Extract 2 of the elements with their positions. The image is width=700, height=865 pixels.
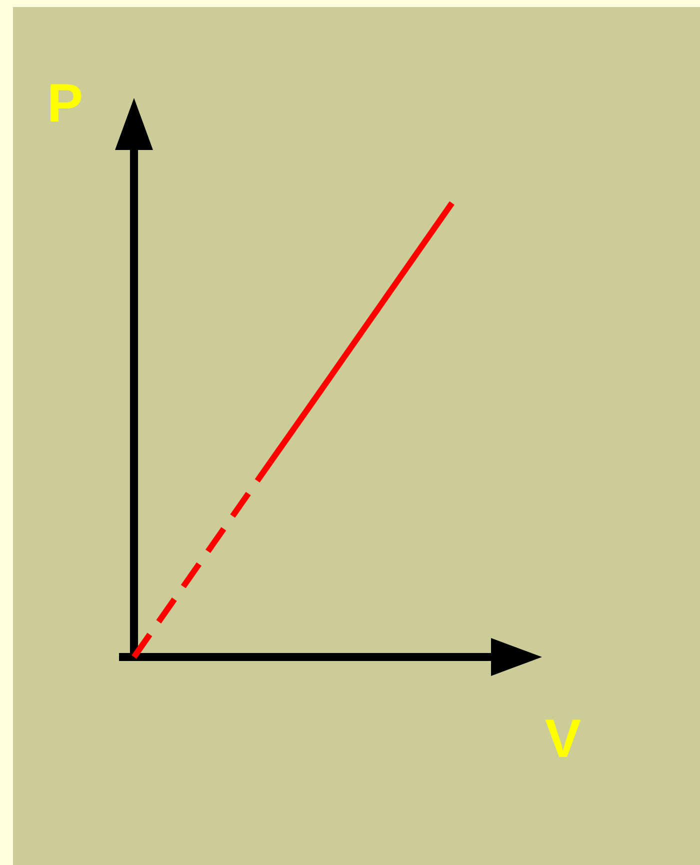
x-axis-title: V bbox=[545, 720, 581, 758]
y-axis-title: P bbox=[50, 84, 82, 122]
